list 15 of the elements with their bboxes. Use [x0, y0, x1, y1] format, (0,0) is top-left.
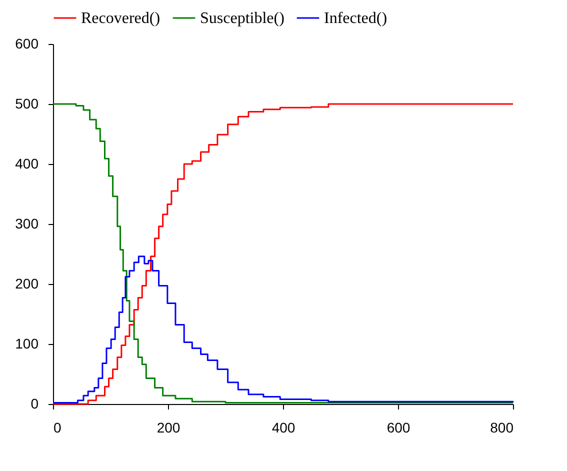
legend-label: Recovered(): [81, 10, 160, 27]
y-tick-label: 200: [15, 276, 39, 292]
x-tick-label: 400: [272, 420, 296, 436]
x-tick-label: 600: [386, 420, 410, 436]
y-tick-label: 600: [15, 36, 39, 52]
y-tick-label: 300: [15, 216, 39, 232]
y-tick-label: 400: [15, 156, 39, 172]
legend-label: Susceptible(): [200, 10, 284, 27]
y-tick-label: 100: [15, 336, 39, 352]
x-tick-label: 800: [490, 420, 514, 436]
y-tick-label: 500: [15, 96, 39, 112]
x-tick-label: 0: [54, 420, 62, 436]
x-tick-label: 200: [156, 420, 180, 436]
y-tick-label: 0: [30, 396, 39, 412]
legend-label: Infected(): [324, 10, 388, 27]
